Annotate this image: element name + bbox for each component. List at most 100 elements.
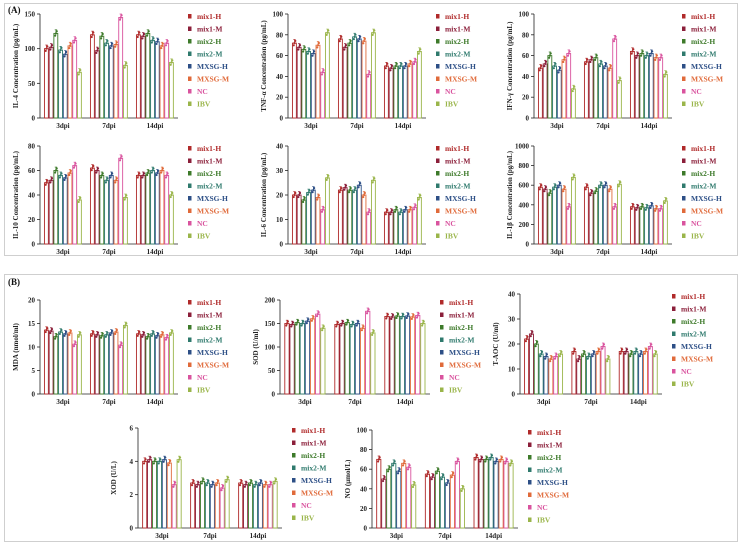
legend-swatch: [528, 442, 532, 447]
data-point: [390, 208, 394, 212]
data-point: [573, 85, 576, 88]
data-point: [390, 64, 394, 67]
data-point: [606, 357, 610, 361]
legend-label: NC: [197, 87, 208, 96]
legend-label: MXSG-M: [537, 491, 569, 500]
bar: [600, 346, 606, 395]
data-point: [562, 188, 566, 191]
bar: [140, 334, 146, 395]
legend-label: MXSG-M: [197, 361, 229, 370]
y-tick-label: 20: [522, 94, 530, 102]
data-point: [90, 169, 93, 172]
x-tick-label: 14dpi: [397, 398, 414, 406]
data-point: [539, 186, 542, 189]
data-point: [549, 189, 552, 193]
data-point: [608, 66, 612, 70]
data-point: [422, 320, 425, 323]
bar: [76, 334, 82, 395]
data-point: [54, 171, 57, 174]
data-point: [111, 42, 114, 45]
data-point: [169, 63, 172, 66]
legend-label: mix1-M: [681, 305, 706, 314]
data-point: [346, 321, 349, 324]
data-point: [205, 484, 208, 487]
data-point: [165, 42, 168, 45]
data-point: [78, 71, 81, 74]
data-point: [371, 331, 375, 334]
data-point: [152, 462, 155, 465]
y-tick-label: 80: [28, 143, 36, 151]
data-point: [156, 171, 159, 175]
data-point: [312, 52, 315, 55]
bar: [556, 69, 562, 119]
data-point: [660, 54, 663, 57]
data-point: [100, 174, 104, 177]
data-point: [397, 470, 400, 473]
data-point: [387, 468, 390, 471]
bar: [248, 482, 254, 529]
data-point: [44, 330, 47, 334]
data-point: [455, 462, 458, 465]
bar: [407, 209, 413, 245]
data-point: [120, 14, 123, 17]
legend-swatch: [440, 312, 444, 317]
data-point: [253, 485, 256, 488]
bar: [393, 65, 399, 119]
bar: [402, 65, 408, 119]
data-point: [58, 51, 61, 54]
y-axis-label: SOD (U/ml): [252, 329, 260, 365]
y-tick-label: 0: [32, 115, 36, 123]
data-point: [589, 60, 592, 64]
legend-swatch: [188, 208, 192, 213]
data-point: [654, 352, 657, 356]
data-point: [321, 208, 324, 211]
bar: [118, 157, 124, 245]
y-axis-label: NO (μmol/L): [344, 459, 352, 498]
x-tick-label: 14dpi: [147, 398, 164, 406]
data-point: [612, 40, 616, 43]
data-point: [136, 35, 139, 39]
data-point: [568, 203, 571, 206]
bar: [370, 32, 376, 119]
data-point: [286, 320, 289, 323]
data-point: [450, 476, 453, 479]
data-point: [161, 331, 164, 334]
data-point: [96, 331, 100, 334]
legend-swatch: [188, 337, 192, 342]
data-point: [362, 195, 365, 199]
legend-swatch: [188, 14, 192, 19]
bar: [306, 50, 311, 119]
data-point: [457, 458, 460, 461]
bar: [156, 460, 162, 529]
bar: [53, 336, 59, 395]
legend-swatch: [188, 196, 192, 201]
bar: [154, 335, 160, 395]
legend-swatch: [188, 375, 192, 380]
data-point: [54, 335, 58, 338]
data-point: [290, 325, 293, 328]
data-point: [354, 33, 357, 36]
data-point: [124, 64, 127, 67]
bar: [58, 174, 63, 245]
data-point: [79, 196, 82, 199]
legend-swatch: [436, 64, 440, 69]
legend-swatch: [436, 196, 440, 201]
data-point: [653, 355, 656, 358]
legend-swatch: [672, 294, 676, 299]
data-point: [636, 54, 639, 57]
data-point: [659, 56, 662, 59]
data-point: [553, 186, 556, 189]
data-point: [632, 203, 635, 206]
legend-swatch: [440, 387, 444, 392]
x-tick-label: 3dpi: [298, 398, 311, 406]
data-point: [96, 167, 100, 170]
bar: [566, 206, 572, 245]
legend-swatch: [440, 325, 444, 330]
bar: [320, 327, 326, 395]
data-point: [169, 459, 172, 462]
bar: [53, 32, 59, 119]
data-point: [200, 482, 203, 485]
data-point: [95, 51, 98, 55]
data-point: [46, 327, 49, 330]
data-point: [640, 207, 643, 210]
